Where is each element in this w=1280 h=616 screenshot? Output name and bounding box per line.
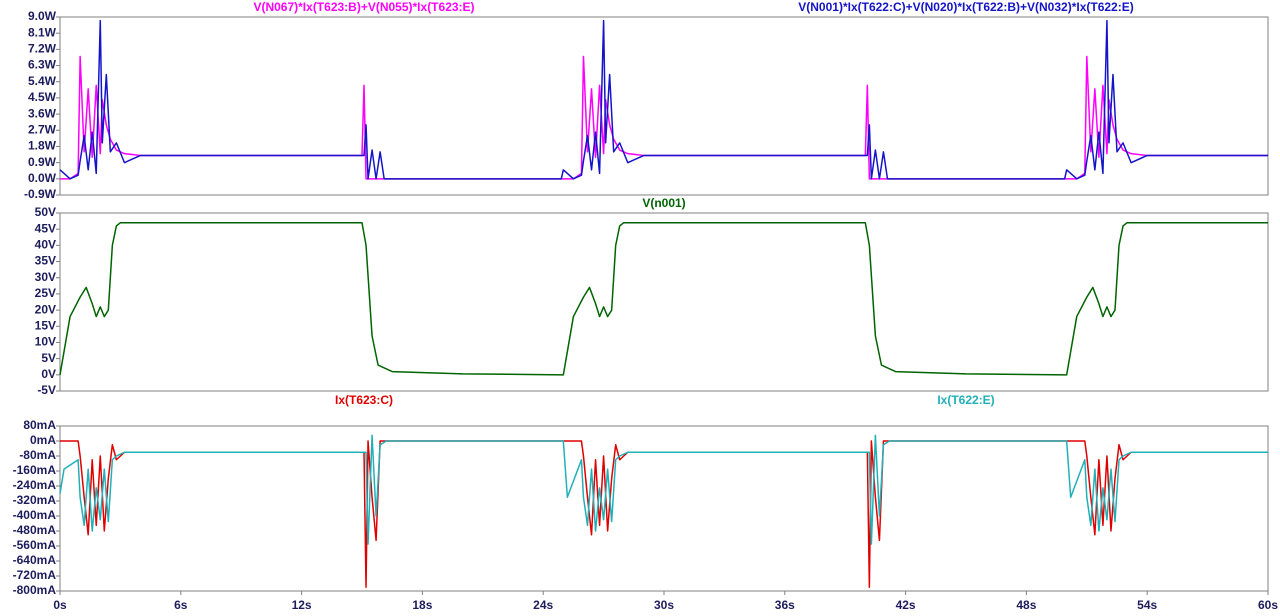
plot-frame bbox=[59, 425, 1269, 592]
y-tick-label: 80mA bbox=[23, 418, 56, 432]
plot-frame bbox=[59, 212, 1269, 392]
x-tick-label: 42s bbox=[896, 598, 916, 612]
x-tick-label: 18s bbox=[412, 598, 432, 612]
y-tick-label: -400mA bbox=[13, 508, 57, 522]
series-line bbox=[60, 440, 1268, 588]
y-tick-label: -0.9W bbox=[24, 187, 57, 201]
legend-label: Ix(T622:E) bbox=[937, 393, 994, 407]
series-line bbox=[59, 19, 1268, 180]
x-tick-label: 60s bbox=[1258, 598, 1278, 612]
y-tick-label: 15V bbox=[35, 318, 56, 332]
x-tick-label: 0s bbox=[53, 598, 67, 612]
x-tick-label: 24s bbox=[533, 598, 553, 612]
legend-label: V(N067)*Ix(T623:B)+V(N055)*Ix(T623:E) bbox=[253, 0, 474, 14]
y-tick-label: -480mA bbox=[13, 523, 57, 537]
y-tick-label: 2.7W bbox=[28, 122, 57, 136]
y-tick-label: 40V bbox=[35, 238, 56, 252]
y-tick-label: 0.9W bbox=[28, 155, 57, 169]
legend-label: V(N001)*Ix(T622:C)+V(N020)*Ix(T622:B)+V(… bbox=[798, 0, 1133, 14]
y-tick-label: -320mA bbox=[13, 493, 57, 507]
y-tick-label: 5.4W bbox=[28, 74, 57, 88]
y-tick-label: 1.8W bbox=[28, 139, 57, 153]
y-tick-label: 8.1W bbox=[28, 25, 57, 39]
y-tick-label: 9.0W bbox=[28, 9, 57, 23]
series-line bbox=[59, 221, 1268, 376]
y-tick-label: -80mA bbox=[19, 448, 56, 462]
y-tick-label: -160mA bbox=[13, 463, 57, 477]
y-tick-label: 50V bbox=[35, 205, 56, 219]
series-line bbox=[59, 434, 1268, 545]
y-tick-label: 7.2W bbox=[28, 42, 57, 56]
plot-frame bbox=[59, 16, 1269, 196]
x-tick-label: 48s bbox=[1016, 598, 1036, 612]
y-tick-label: 5V bbox=[41, 351, 56, 365]
y-tick-label: 10V bbox=[35, 335, 56, 349]
y-tick-label: 0V bbox=[41, 367, 56, 381]
x-tick-label: 12s bbox=[292, 598, 312, 612]
y-tick-label: -5V bbox=[37, 383, 56, 397]
y-tick-label: -720mA bbox=[13, 568, 57, 582]
y-tick-label: -800mA bbox=[13, 583, 57, 597]
x-tick-label: 30s bbox=[654, 598, 674, 612]
y-tick-label: 45V bbox=[35, 221, 56, 235]
y-tick-label: 0.0W bbox=[28, 171, 57, 185]
y-tick-label: 20V bbox=[35, 302, 56, 316]
y-tick-label: 3.6W bbox=[28, 106, 57, 120]
y-tick-label: 30V bbox=[35, 270, 56, 284]
legend-label: Ix(T623:C) bbox=[335, 393, 393, 407]
legend-label: V(n001) bbox=[642, 196, 685, 210]
y-tick-label: -560mA bbox=[13, 538, 57, 552]
x-tick-label: 54s bbox=[1137, 598, 1157, 612]
y-tick-label: 25V bbox=[35, 286, 56, 300]
y-tick-label: -640mA bbox=[13, 553, 57, 567]
y-tick-label: 0mA bbox=[30, 433, 56, 447]
x-tick-label: 36s bbox=[775, 598, 795, 612]
x-tick-label: 6s bbox=[174, 598, 188, 612]
y-tick-label: 35V bbox=[35, 254, 56, 268]
y-tick-label: 6.3W bbox=[28, 58, 57, 72]
y-tick-label: 4.5W bbox=[28, 90, 57, 104]
y-tick-label: -240mA bbox=[13, 478, 57, 492]
